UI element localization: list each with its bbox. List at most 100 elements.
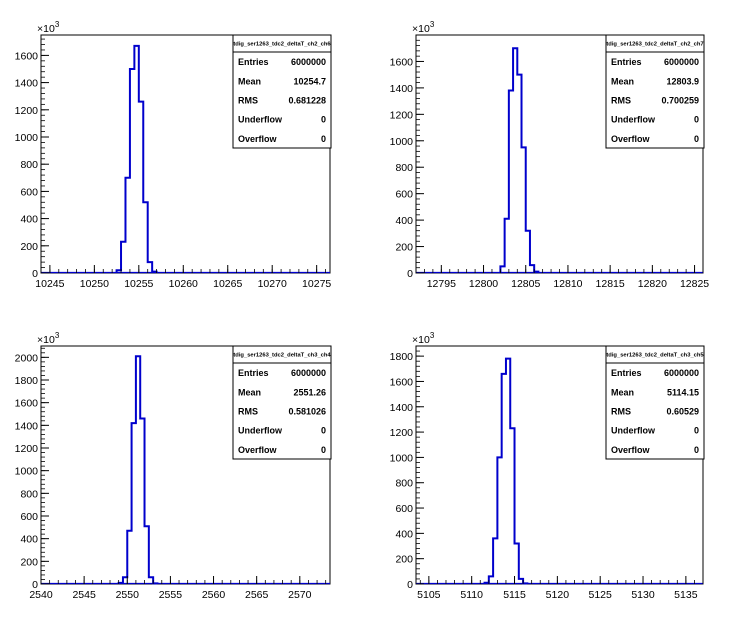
- stat-value: 0.700259: [661, 96, 699, 106]
- x-tick-label: 12820: [638, 278, 667, 290]
- histogram-series: [483, 357, 529, 585]
- x-tick-label: 2570: [288, 589, 312, 601]
- y-tick-label: 600: [20, 511, 38, 523]
- y-tick-label: 0: [407, 579, 413, 591]
- x-tick-label: 5135: [674, 589, 698, 601]
- histogram-series: [499, 47, 540, 273]
- x-tick-label: 12795: [427, 278, 456, 290]
- y-tick-label: 400: [20, 214, 38, 226]
- y-tick-label: 800: [20, 159, 38, 171]
- y-tick-label: 1600: [390, 56, 414, 68]
- histogram-title: tdig_ser1263_tdc2_deltaT_ch3_ch5: [606, 353, 704, 359]
- y-tick-label: 1600: [15, 50, 39, 62]
- stat-value: 2551.26: [293, 387, 326, 397]
- y-exponent-label: ×103: [37, 331, 60, 346]
- stat-value: 6000000: [291, 57, 326, 67]
- histogram-series: [117, 355, 159, 585]
- y-tick-label: 600: [20, 186, 38, 198]
- x-tick-label: 10250: [80, 278, 109, 290]
- stats-box: tdig_ser1263_tdc2_deltaT_ch3_ch4 Entries 6…: [232, 345, 332, 460]
- y-tick-label: 1800: [390, 351, 414, 363]
- stat-label: Underflow: [611, 115, 656, 125]
- x-tick-label: 12800: [469, 278, 498, 290]
- histogram-panel-4: 0 200 400 600 800 1000 1200 1400 1600 1800 5105 511…: [390, 331, 705, 601]
- stat-label: Overflow: [238, 445, 278, 455]
- histogram-step-line: [117, 355, 159, 585]
- x-tick-label: 5105: [417, 589, 441, 601]
- y-tick-label: 1600: [15, 398, 39, 410]
- y-tick-label: 1200: [390, 109, 414, 121]
- stat-value: 0: [694, 445, 699, 455]
- x-tick-label: 12825: [680, 278, 709, 290]
- y-tick-label: 1000: [390, 136, 414, 148]
- x-tick-label: 2550: [116, 589, 140, 601]
- stats-title-frame: [605, 345, 705, 364]
- y-tick-label: 1400: [390, 402, 414, 414]
- y-tick-label: 600: [395, 503, 413, 515]
- stat-label: Underflow: [611, 426, 656, 436]
- y-tick-label: 400: [395, 215, 413, 227]
- stat-value: 0: [321, 115, 326, 125]
- stat-value: 0: [694, 115, 699, 125]
- histogram-panel-3: 0 200 400 600 800 1000 1200 1400 1600 1800 2000 254…: [15, 331, 332, 601]
- stat-label: RMS: [611, 407, 631, 417]
- stat-value: 12803.9: [666, 76, 699, 86]
- histogram-title: tdig_ser1263_tdc2_deltaT_ch2_ch7: [606, 42, 703, 48]
- y-tick-label: 400: [20, 534, 38, 546]
- stats-box-frame: [232, 34, 332, 149]
- stats-box-frame: [605, 345, 705, 460]
- x-tick-label: 5115: [503, 589, 526, 601]
- stat-value: 0: [694, 134, 699, 144]
- stat-label: Mean: [238, 387, 261, 397]
- stat-value: 6000000: [664, 368, 699, 378]
- stat-label: Overflow: [611, 445, 651, 455]
- stats-box: tdig_ser1263_tdc2_deltaT_ch3_ch5 Entries 6…: [605, 345, 705, 460]
- y-tick-label: 1400: [15, 420, 39, 432]
- stat-label: Mean: [611, 387, 634, 397]
- stats-title-frame: [232, 345, 332, 364]
- stat-label: RMS: [238, 407, 258, 417]
- stats-box-frame: [232, 345, 332, 460]
- y-tick-label: 200: [395, 242, 413, 254]
- y-axis: 0 200 400 600 800 1000 1200 1400 1600: [390, 34, 424, 280]
- y-tick-label: 400: [395, 528, 413, 540]
- stats-box: tdig_ser1263_tdc2_deltaT_ch2_ch6 Entries 6…: [232, 34, 332, 149]
- stat-value: 0.681228: [288, 96, 326, 106]
- stat-label: Entries: [238, 368, 269, 378]
- x-tick-label: 12810: [553, 278, 582, 290]
- y-tick-label: 1200: [15, 105, 39, 117]
- x-axis: 12795 12800 12805 12810 12815 12820 12825: [415, 265, 709, 290]
- stats-box: tdig_ser1263_tdc2_deltaT_ch2_ch7 Entries 6…: [605, 34, 705, 149]
- y-tick-label: 200: [20, 556, 38, 568]
- y-tick-label: 1200: [15, 443, 39, 455]
- stat-value: 5114.15: [667, 387, 699, 397]
- x-tick-label: 10260: [169, 278, 198, 290]
- stat-value: 0.581026: [288, 407, 326, 417]
- x-tick-label: 10255: [124, 278, 153, 290]
- y-exponent-label: ×103: [37, 20, 60, 35]
- stat-label: Underflow: [238, 426, 283, 436]
- stat-value: 0: [321, 134, 326, 144]
- stats-box-frame: [605, 34, 705, 149]
- x-axis: 10245 10250 10255 10260 10265 10270 10275: [35, 265, 331, 290]
- x-tick-label: 2555: [159, 589, 183, 601]
- y-tick-label: 1000: [15, 132, 39, 144]
- x-tick-label: 2545: [72, 589, 96, 601]
- x-axis: 5105 5110 5115 5120 5125 5130 5135: [417, 576, 704, 601]
- y-tick-label: 1000: [390, 452, 414, 464]
- stat-value: 6000000: [664, 57, 699, 67]
- y-tick-label: 1800: [15, 375, 39, 387]
- stat-value: 0: [321, 426, 326, 436]
- y-tick-label: 1400: [390, 83, 414, 95]
- x-tick-label: 2560: [202, 589, 226, 601]
- y-exponent-label: ×103: [412, 331, 435, 346]
- x-tick-label: 2540: [29, 589, 53, 601]
- stats-title-frame: [232, 34, 332, 53]
- stat-value: 6000000: [291, 368, 326, 378]
- y-tick-label: 1600: [390, 376, 414, 388]
- stat-label: Entries: [611, 57, 642, 67]
- y-axis: 0 200 400 600 800 1000 1200 1400 1600 1800 2000: [15, 347, 49, 591]
